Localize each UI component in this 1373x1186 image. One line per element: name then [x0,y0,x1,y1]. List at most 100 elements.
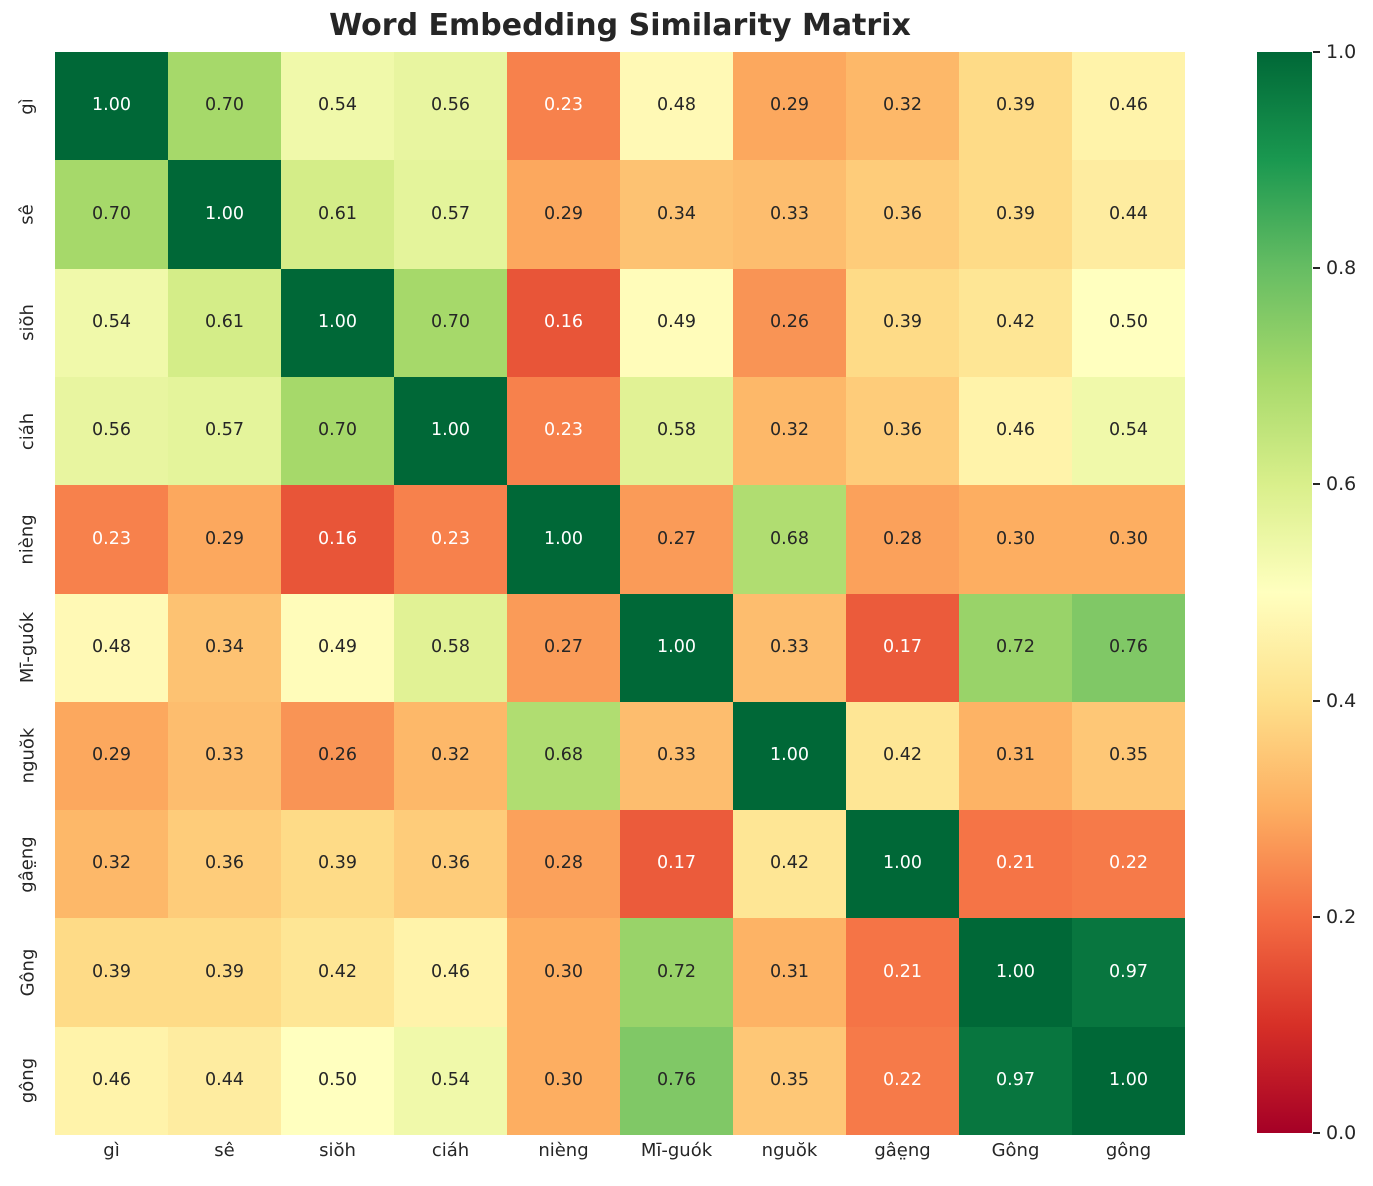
y-tick-label: Gông [16,948,38,997]
heatmap-cell: 0.30 [1072,485,1185,594]
heatmap-cell: 0.32 [394,701,507,811]
y-tick-label: nièng [16,514,38,565]
heatmap-cell: 0.46 [394,918,507,1027]
heatmap-cell: 1.00 [281,268,394,377]
heatmap-cell: 0.23 [507,52,620,161]
heatmap-cell: 0.72 [959,593,1072,702]
y-tick-label: sê [16,204,38,225]
colorbar-tick-label: 1.0 [1326,41,1357,63]
heatmap-cell: 0.46 [959,376,1072,486]
colorbar-tick [1313,51,1320,53]
heatmap-cell: 0.33 [733,593,846,702]
heatmap-cell: 0.57 [394,160,507,269]
heatmap-cell: 1.00 [1072,1026,1185,1135]
heatmap-cell: 0.33 [733,160,846,269]
colorbar-tick-label: 0.2 [1326,905,1357,928]
heatmap-cell: 0.31 [959,701,1072,811]
heatmap-cell: 0.42 [846,701,959,811]
colorbar-tick [1313,267,1320,270]
heatmap-cell: 0.29 [55,701,168,811]
x-tick-label: sê [214,1140,235,1161]
y-axis-labels: gì sê siŏh ciáh nièng Mī-guók nguŏk gâe̤ng Gông g… [0,52,55,1135]
heatmap-cell: 0.50 [281,1026,394,1135]
colorbar-tick [1313,915,1320,918]
y-tick-label: nguŏk [17,728,38,784]
heatmap-cell: 0.54 [281,52,394,161]
heatmap-cell: 0.46 [55,1026,168,1135]
x-tick-label: gì [103,1140,120,1161]
heatmap-cell: 0.32 [846,52,959,161]
heatmap-cell: 0.17 [620,810,733,919]
heatmap-cell: 0.68 [733,485,846,594]
colorbar-tick [1313,699,1320,702]
heatmap-cell: 1.00 [507,485,620,594]
heatmap-cell: 0.30 [507,918,620,1027]
heatmap-cell: 0.39 [55,918,168,1027]
heatmap-cell: 0.70 [55,160,168,269]
heatmap-cell: 0.35 [733,1026,846,1135]
heatmap-cell: 0.29 [507,160,620,269]
heatmap-cell: 0.29 [168,485,281,594]
heatmap-cell: 0.50 [1072,268,1185,377]
heatmap-cell: 0.36 [168,810,281,919]
heatmap-cell: 0.32 [733,376,846,486]
heatmap-cell: 0.33 [168,701,281,811]
heatmap-cell: 0.27 [507,593,620,702]
heatmap-cell: 0.35 [1072,701,1185,811]
heatmap-cell: 0.76 [1072,593,1185,702]
heatmap-cell: 0.57 [168,376,281,486]
heatmap-cell: 0.29 [733,52,846,161]
heatmap-cell: 1.00 [733,701,846,811]
heatmap-cell: 0.97 [959,1026,1072,1135]
colorbar-tick-label: 0.8 [1326,257,1357,280]
heatmap-cell: 0.34 [168,593,281,702]
heatmap-cell: 0.22 [846,1026,959,1135]
x-tick-label: ciáh [431,1140,470,1161]
heatmap-cell: 0.39 [846,268,959,377]
heatmap-cell: 0.42 [281,918,394,1027]
heatmap-cell: 0.58 [394,593,507,702]
chart-title: Word Embedding Similarity Matrix [329,8,911,43]
heatmap-grid: 1.00 0.70 0.54 0.56 0.23 0.48 0.29 0.32 0.39 0.46… [55,52,1185,1135]
colorbar-tick [1313,483,1320,486]
heatmap-cell: 0.30 [507,1026,620,1135]
x-tick-label: siŏh [319,1140,356,1161]
colorbar-tick-label: 0.4 [1326,689,1357,712]
heatmap-cell: 0.22 [1072,810,1185,919]
heatmap-cell: 0.48 [620,52,733,161]
x-tick-label: gông [1105,1140,1152,1161]
colorbar: 1.0 0.8 0.6 0.4 0.2 0.0 [1257,41,1356,1144]
heatmap-cell: 1.00 [620,593,733,702]
heatmap-cell: 0.39 [959,52,1072,161]
heatmap-cell: 0.44 [1072,160,1185,269]
x-tick-label: Mī-guók [640,1140,713,1161]
heatmap-cell: 0.21 [846,918,959,1027]
heatmap-cell: 0.39 [168,918,281,1027]
heatmap-cell: 0.54 [394,1026,507,1135]
y-tick-label: Mī-guók [17,611,39,684]
heatmap-cell: 0.27 [620,485,733,594]
x-tick-label: Gông [991,1140,1040,1161]
heatmap-cell: 1.00 [846,810,959,919]
heatmap-cell: 0.34 [620,160,733,269]
heatmap-cell: 0.54 [1072,376,1185,486]
heatmap-cell: 0.16 [281,485,394,594]
heatmap-cell: 0.49 [620,268,733,377]
heatmap-cell: 0.39 [959,160,1072,269]
heatmap-cell: 0.36 [846,160,959,269]
heatmap-cell: 0.21 [959,810,1072,919]
heatmap-cell: 0.26 [733,268,846,377]
colorbar-tick [1313,1132,1320,1134]
heatmap-cell: 0.68 [507,701,620,811]
heatmap-cell: 0.70 [281,376,394,486]
heatmap-cell: 0.48 [55,593,168,702]
heatmap-cell: 0.76 [620,1026,733,1135]
heatmap-cell: 0.44 [168,1026,281,1135]
heatmap-cell: 0.28 [846,485,959,594]
heatmap-cell: 0.23 [507,376,620,486]
y-tick-label: gâe̤ng [17,836,38,893]
y-tick-label: gông [17,1058,38,1104]
heatmap-cell: 0.49 [281,593,394,702]
heatmap-cell: 0.31 [733,918,846,1027]
